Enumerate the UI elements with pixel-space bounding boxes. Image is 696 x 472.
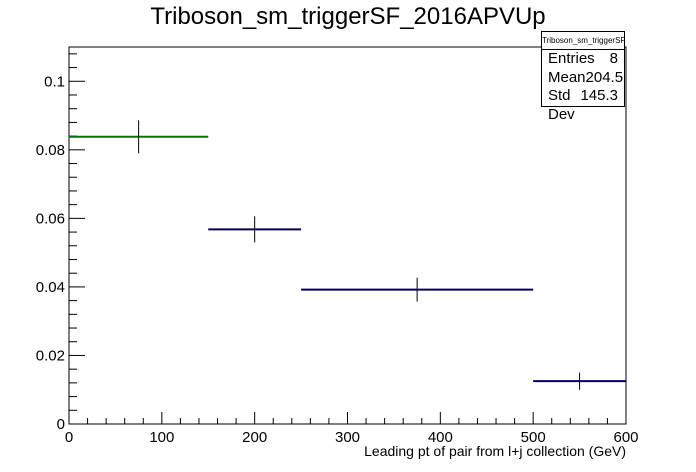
x-tick-label: 0 (65, 429, 73, 446)
stats-mean-value: 204.5 (585, 68, 624, 86)
histogram-bin (208, 216, 302, 243)
y-tick-label: 0.1 (44, 73, 65, 90)
histogram-bin (301, 277, 534, 302)
stats-row-entries: Entries 8 (542, 50, 624, 69)
histogram-bin (533, 372, 626, 390)
x-tick-label: 100 (149, 429, 174, 446)
stats-mean-label: Mean (548, 68, 586, 86)
axes (68, 46, 627, 425)
stats-row-stddev: Std Dev 145.3 (542, 87, 624, 124)
stats-row-mean: Mean 204.5 (542, 69, 624, 88)
stats-entries-value: 8 (609, 50, 618, 67)
x-tick-label: 200 (242, 429, 267, 446)
y-tick-label: 0.08 (36, 142, 65, 159)
stats-box: Triboson_sm_triggerSF_2016APVUp Entries … (541, 31, 625, 123)
x-tick-label: 500 (521, 429, 546, 446)
y-tick-label: 0.04 (36, 279, 65, 296)
tick-labels: 0 100 200 300 400 500 600 0 0.02 0.04 0.06 0.08 0.1 (36, 73, 639, 446)
x-tick-label: 600 (613, 429, 638, 446)
x-tick-label: 300 (335, 429, 360, 446)
chart-title: Triboson_sm_triggerSF_2016APVUp (150, 3, 546, 30)
x-axis-label: Leading pt of pair from l+j collection (… (364, 443, 626, 459)
stats-stddev-value: 145.3 (580, 87, 618, 104)
stats-title: Triboson_sm_triggerSF_2016APVUp (542, 32, 624, 50)
stats-stddev-label: Std Dev (548, 87, 575, 123)
x-tick-label: 400 (428, 429, 453, 446)
stats-entries-label: Entries (548, 50, 595, 67)
y-tick-label: 0.02 (36, 347, 65, 364)
histogram-bins (69, 120, 626, 390)
y-tick-label: 0 (57, 416, 65, 433)
histogram-bin (69, 120, 209, 154)
y-tick-label: 0.06 (36, 210, 65, 227)
